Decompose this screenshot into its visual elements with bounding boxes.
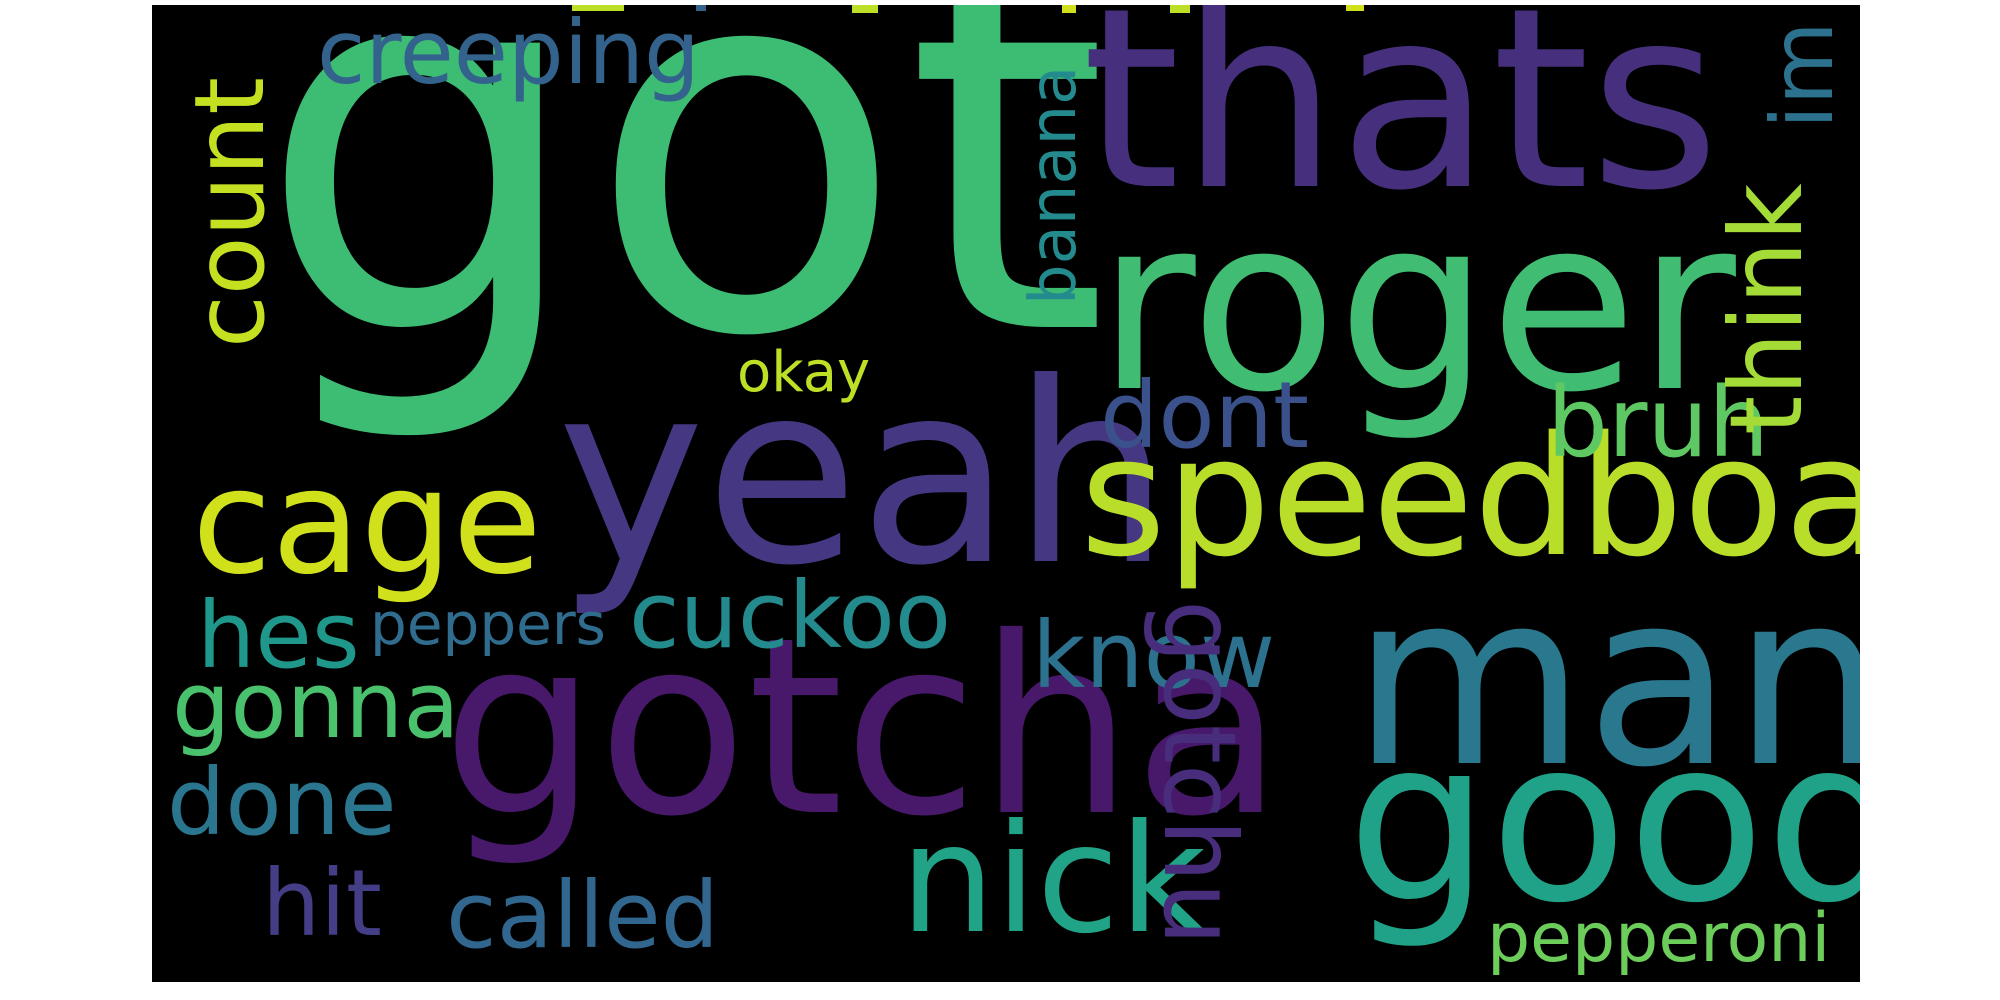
cropped-word-fragment [696,5,706,11]
word-nick: nick [900,793,1207,967]
cropped-word-fragment [1346,5,1364,11]
cropped-word-fragment [1170,5,1190,13]
word-creeping: creeping [317,5,700,104]
cropped-word-fragment [572,5,624,11]
word-called: called [446,862,720,969]
word-cuckoo: cuckoo [629,562,952,669]
word-man: man [1352,540,1860,820]
word-good: good [1347,691,1860,953]
word-thats: thats [1082,5,1720,245]
word-dont: dont [1100,362,1310,469]
word-banana: banana [1017,65,1091,305]
word-hes: hes [197,582,360,689]
word-hit: hit [262,850,382,957]
word-think: think [1708,183,1825,435]
word-got: got [257,5,1110,450]
word-cloud-canvas: got thats roger yeah speedboat gotcha ma… [152,5,1860,982]
word-pepperoni: pepperoni [1487,899,1831,978]
cropped-word-fragment [852,5,878,13]
word-count: count [174,77,286,348]
word-yeah: yeah [557,329,1171,620]
word-peppers: peppers [370,590,606,658]
word-cage: cage [192,438,542,607]
word-gotcha: gotcha [442,585,1284,870]
word-done: done [167,749,397,856]
word-okay: okay [737,340,871,405]
word-know: know [1032,602,1276,709]
word-bruh: bruh [1547,367,1770,479]
word-im: im [1753,21,1853,129]
word-gonna: gonna [172,652,460,759]
word-speedboat: speedboat [1080,401,1860,593]
word-roger: roger [1097,165,1736,445]
word-gotchu: gotchu [1141,600,1258,946]
cropped-word-fragment [1062,5,1076,13]
